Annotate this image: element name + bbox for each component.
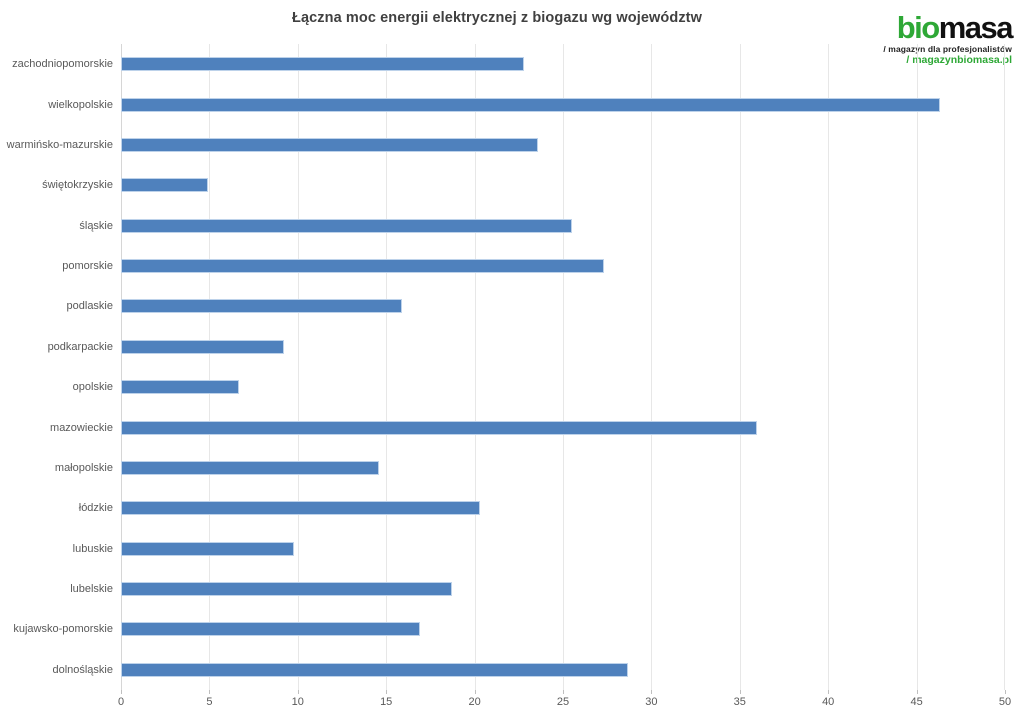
bar-pomorskie bbox=[121, 259, 604, 274]
tickmark-30 bbox=[651, 690, 653, 694]
bar-kujawsko-pomorskie bbox=[121, 622, 420, 637]
gridline-25 bbox=[563, 44, 564, 690]
tick-label-35: 35 bbox=[733, 696, 746, 708]
category-label-świętokrzyskie: świętokrzyskie bbox=[42, 179, 113, 192]
gridline-35 bbox=[739, 44, 741, 690]
tickmark-45 bbox=[916, 690, 918, 694]
bar-lubelskie bbox=[121, 582, 452, 597]
tickmark-40 bbox=[828, 690, 830, 694]
logo-tagline: / magazyn dla profesjonalistów bbox=[883, 43, 1012, 54]
category-label-dolnośląskie: dolnośląskie bbox=[52, 663, 113, 676]
bar-zachodniopomorskie bbox=[121, 57, 525, 72]
gridline-0 bbox=[121, 44, 122, 690]
logo-site-url: / magazynbiomasa.pl bbox=[906, 54, 1012, 67]
bar-świętokrzyskie bbox=[121, 178, 208, 193]
category-label-kujawsko-pomorskie: kujawsko-pomorskie bbox=[13, 623, 113, 636]
tickmark-20 bbox=[474, 690, 476, 694]
tickmark-5 bbox=[209, 690, 211, 694]
tickmark-35 bbox=[739, 690, 741, 694]
bar-podlaskie bbox=[121, 299, 403, 314]
category-label-mazowieckie: mazowieckie bbox=[50, 421, 113, 434]
tick-label-20: 20 bbox=[468, 696, 481, 708]
logo-bio-text: bio bbox=[896, 10, 941, 45]
bar-opolskie bbox=[121, 380, 240, 395]
gridline-50 bbox=[1004, 44, 1005, 690]
category-label-podlaskie: podlaskie bbox=[66, 300, 113, 313]
tick-label-50: 50 bbox=[998, 696, 1012, 708]
tickmark-10 bbox=[297, 690, 299, 694]
category-label-zachodniopomorskie: zachodniopomorskie bbox=[12, 58, 113, 71]
tick-label-15: 15 bbox=[380, 696, 393, 708]
category-label-wielkopolskie: wielkopolskie bbox=[48, 98, 113, 111]
tick-label-5: 5 bbox=[206, 696, 213, 708]
biomasa-logo: biomasa / magazyn dla profesjonalistów /… bbox=[883, 12, 1014, 67]
category-label-opolskie: opolskie bbox=[72, 381, 113, 394]
biomasa-logo-wordmark: biomasa bbox=[883, 12, 1014, 43]
tick-label-30: 30 bbox=[645, 696, 658, 708]
tick-label-40: 40 bbox=[822, 696, 835, 708]
bar-mazowieckie bbox=[121, 420, 758, 435]
tickmark-0 bbox=[121, 690, 122, 694]
category-label-małopolskie: małopolskie bbox=[54, 461, 113, 474]
gridline-5 bbox=[209, 44, 211, 690]
category-label-śląskie: śląskie bbox=[79, 219, 113, 232]
bar-podkarpackie bbox=[121, 339, 284, 354]
bar-małopolskie bbox=[121, 460, 380, 475]
category-label-lubuskie: lubuskie bbox=[72, 542, 113, 555]
tickmark-50 bbox=[1005, 690, 1006, 694]
gridline-45 bbox=[916, 44, 918, 690]
category-label-warmińsko-mazurskie: warmińsko-mazurskie bbox=[6, 138, 113, 151]
gridline-40 bbox=[828, 44, 830, 690]
tickmark-25 bbox=[563, 690, 564, 694]
bar-warmińsko-mazurskie bbox=[121, 137, 539, 152]
tick-label-10: 10 bbox=[291, 696, 304, 708]
tick-label-45: 45 bbox=[910, 696, 923, 708]
logo-masa-text: masa bbox=[938, 10, 1014, 45]
tick-label-25: 25 bbox=[556, 696, 570, 708]
plot-area bbox=[121, 44, 1006, 694]
gridline-30 bbox=[651, 44, 653, 690]
bar-lubuskie bbox=[121, 541, 295, 556]
bar-śląskie bbox=[121, 218, 572, 233]
bar-wielkopolskie bbox=[121, 97, 940, 112]
category-label-pomorskie: pomorskie bbox=[62, 260, 113, 273]
gridline-15 bbox=[386, 44, 388, 690]
tick-label-0: 0 bbox=[117, 696, 125, 708]
category-label-łódzkie: łódzkie bbox=[78, 502, 113, 515]
bar-łódzkie bbox=[121, 501, 480, 516]
gridline-10 bbox=[297, 44, 299, 690]
tickmark-15 bbox=[386, 690, 388, 694]
category-label-podkarpackie: podkarpackie bbox=[47, 340, 113, 353]
category-label-lubelskie: lubelskie bbox=[70, 583, 113, 596]
gridline-20 bbox=[474, 44, 476, 690]
bar-dolnośląskie bbox=[121, 662, 629, 677]
chart-title: Łączna moc energii elektrycznej z biogaz… bbox=[292, 10, 702, 26]
